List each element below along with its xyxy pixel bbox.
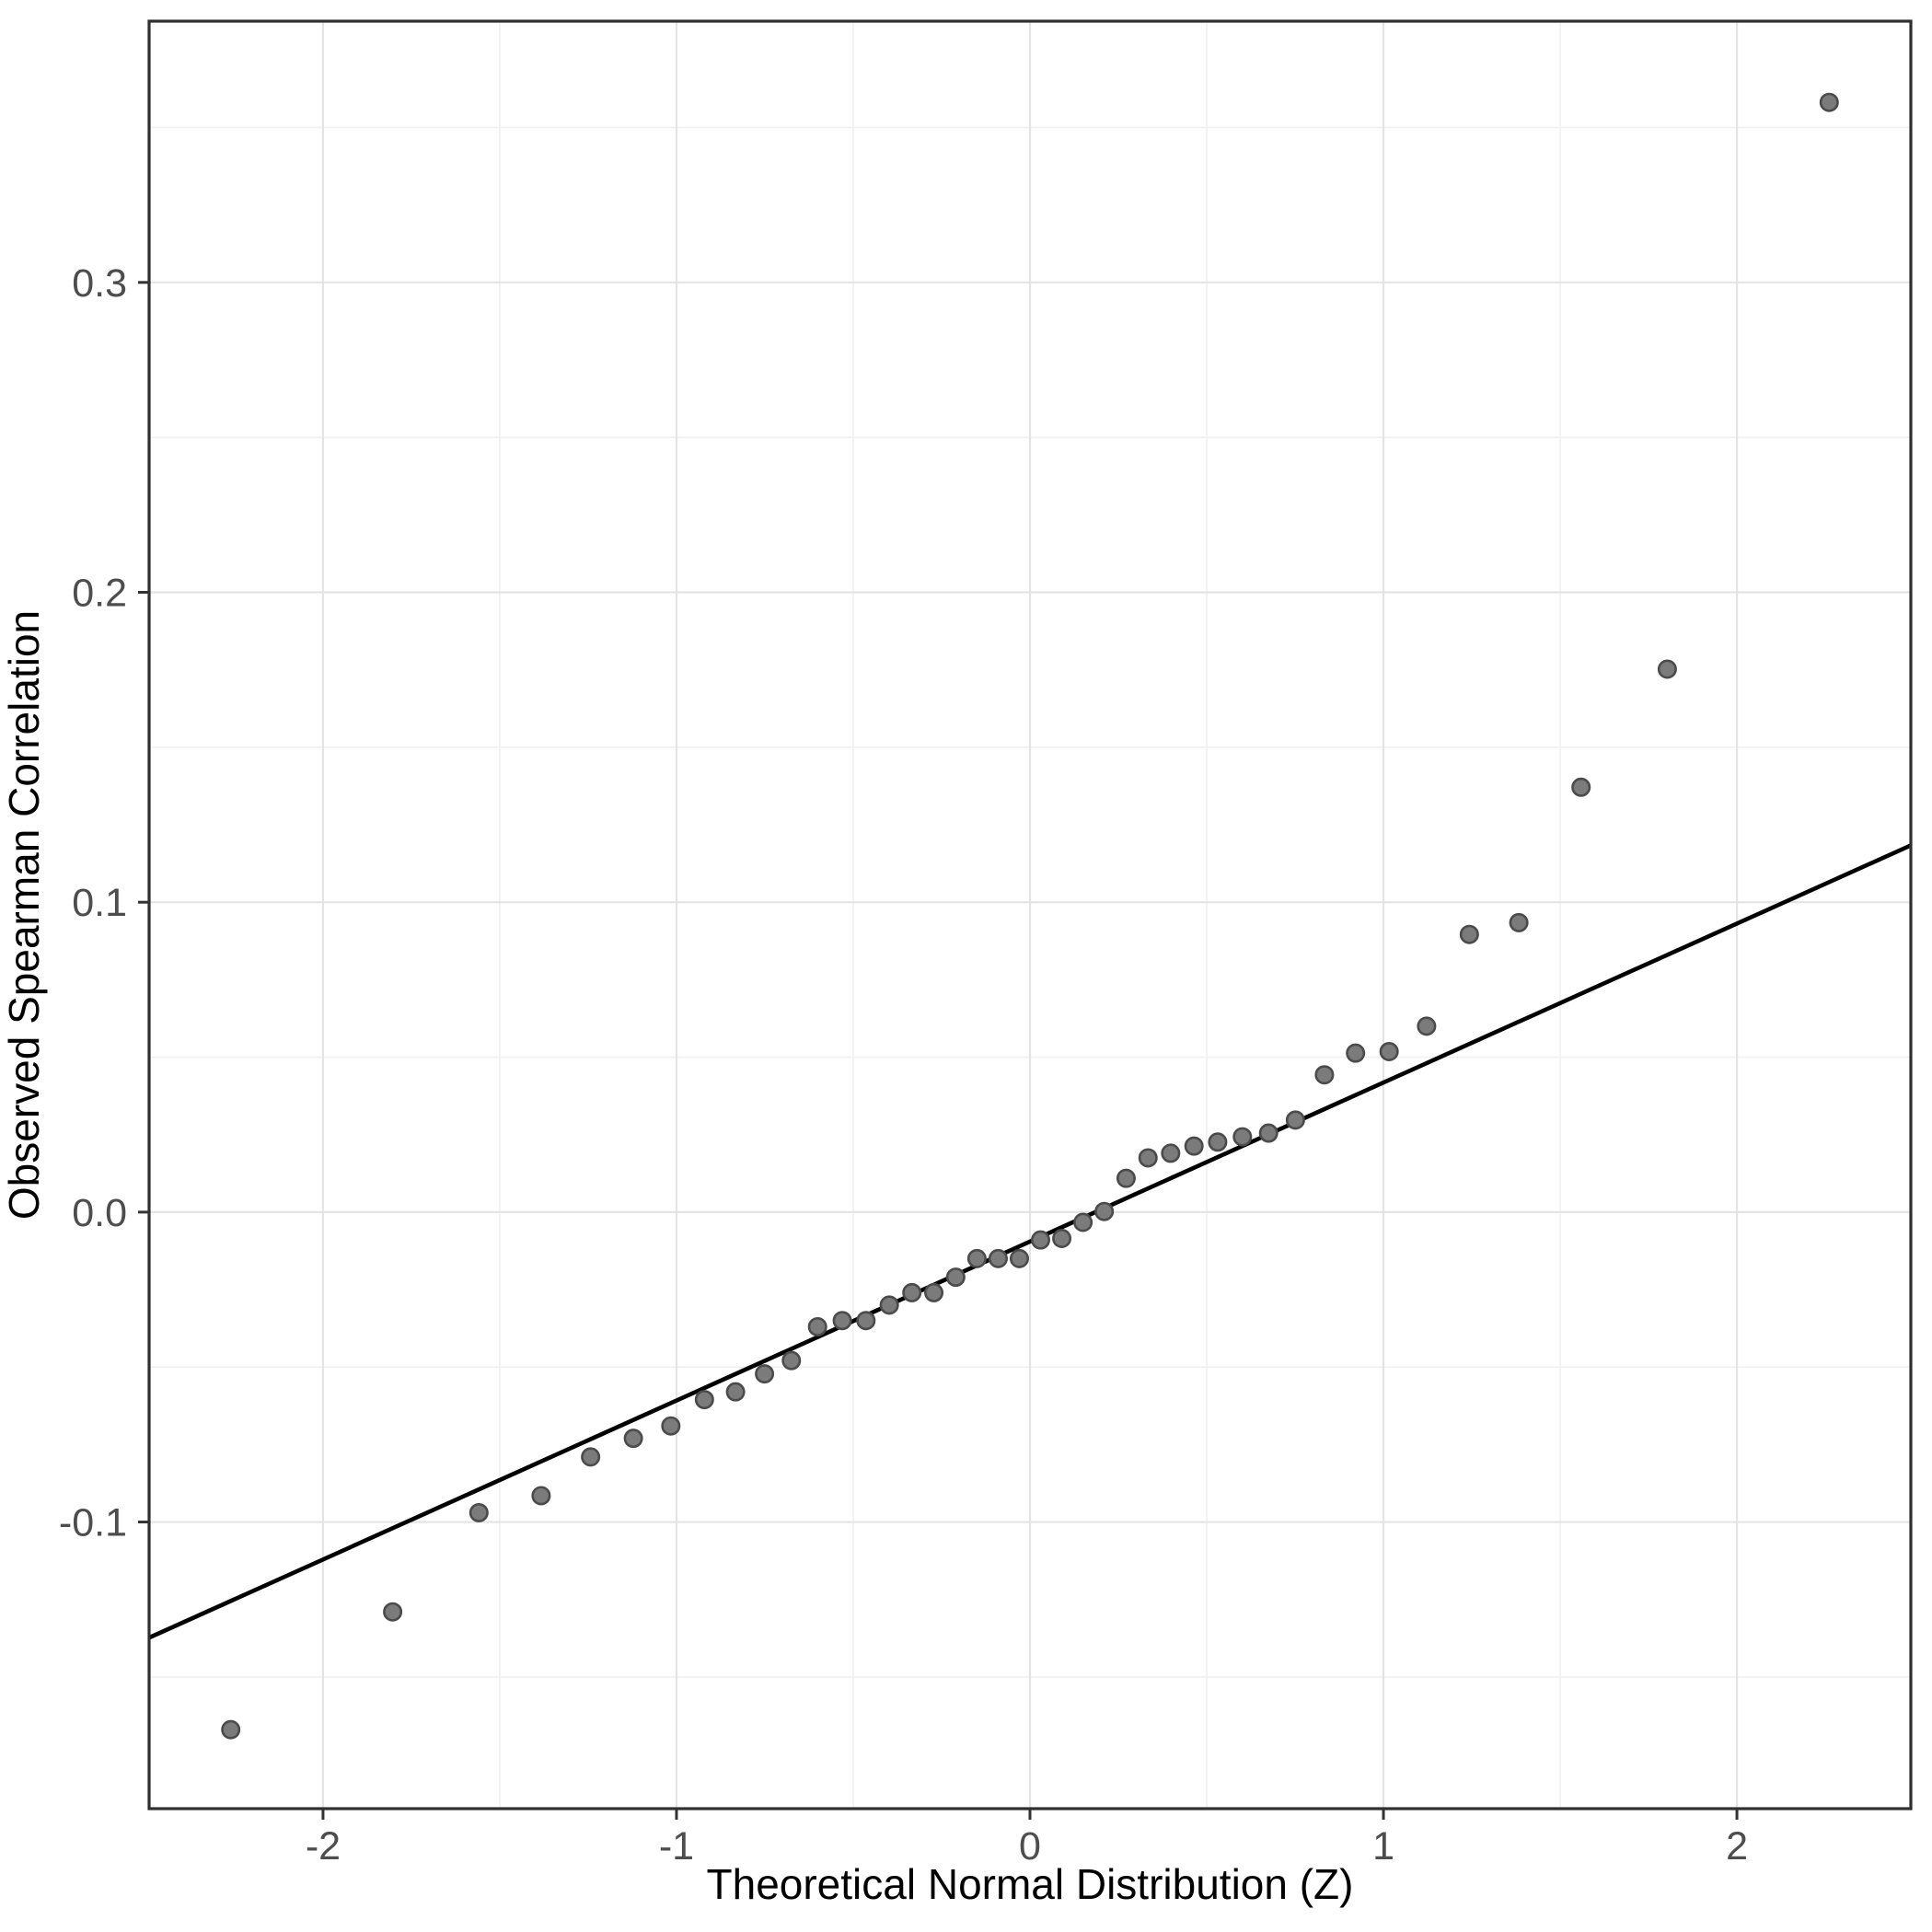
y-axis-title: Observed Spearman Correlation xyxy=(0,610,48,1220)
qq-point xyxy=(581,1447,601,1467)
qq-point xyxy=(1346,1043,1366,1063)
qq-point xyxy=(1138,1148,1158,1168)
x-tick-label: -1 xyxy=(659,1824,694,1868)
qq-point xyxy=(1571,777,1591,797)
qq-reference-line xyxy=(148,843,1912,1640)
qq-point xyxy=(1208,1132,1228,1152)
qq-point xyxy=(902,1282,922,1302)
x-tick-label: 2 xyxy=(1726,1824,1748,1868)
qq-point xyxy=(781,1350,802,1371)
qq-point xyxy=(1509,912,1529,932)
gridlines-major xyxy=(149,21,1911,1809)
qq-point xyxy=(469,1502,489,1522)
qq-point xyxy=(1052,1228,1072,1248)
x-axis-tick-labels: -2 -1 0 1 2 xyxy=(306,1824,1748,1868)
qq-point xyxy=(661,1416,681,1436)
qq-point xyxy=(966,1248,987,1268)
qq-point xyxy=(1657,659,1677,679)
y-tick-label: -0.1 xyxy=(59,1501,127,1545)
x-axis-title: Theoretical Normal Distribution (Z) xyxy=(707,1860,1354,1908)
qq-point xyxy=(807,1316,827,1336)
x-tick-label: 0 xyxy=(1019,1824,1041,1868)
qq-point xyxy=(945,1267,966,1288)
axis-tick-marks xyxy=(138,281,1739,1820)
qq-point xyxy=(1161,1143,1181,1163)
qq-line xyxy=(148,843,1912,1640)
y-axis-tick-labels: -0.1 0.0 0.1 0.2 0.3 xyxy=(59,261,127,1545)
x-tick-label: 1 xyxy=(1372,1824,1394,1868)
qq-point xyxy=(694,1390,714,1410)
y-tick-label: 0.0 xyxy=(72,1191,127,1235)
qq-point xyxy=(1819,92,1839,112)
qq-point xyxy=(725,1382,746,1402)
y-tick-label: 0.3 xyxy=(72,261,127,306)
qq-point xyxy=(383,1602,403,1622)
qq-point xyxy=(1116,1168,1136,1188)
x-tick-label: -2 xyxy=(306,1824,341,1868)
qq-point xyxy=(623,1429,643,1449)
qq-point xyxy=(531,1486,551,1506)
qq-point xyxy=(1094,1201,1115,1221)
qq-point xyxy=(988,1248,1008,1268)
qq-point xyxy=(1379,1041,1399,1061)
qq-point xyxy=(1314,1065,1335,1085)
qq-point xyxy=(1258,1123,1278,1143)
qq-point xyxy=(755,1364,775,1384)
qq-point xyxy=(832,1311,852,1331)
qq-point xyxy=(1232,1127,1253,1147)
y-tick-label: 0.1 xyxy=(72,881,127,925)
qq-point xyxy=(1459,924,1479,944)
qq-point xyxy=(856,1311,876,1331)
qq-point xyxy=(879,1295,899,1315)
y-tick-label: 0.2 xyxy=(72,572,127,616)
qq-point xyxy=(221,1719,241,1740)
qq-point xyxy=(1031,1230,1051,1250)
qq-point xyxy=(1285,1110,1305,1130)
qq-point xyxy=(1417,1016,1437,1036)
qq-point xyxy=(1073,1212,1093,1232)
qq-point xyxy=(1009,1248,1029,1268)
qq-point xyxy=(1184,1136,1204,1156)
qq-points xyxy=(221,92,1839,1740)
qq-point xyxy=(924,1282,944,1302)
